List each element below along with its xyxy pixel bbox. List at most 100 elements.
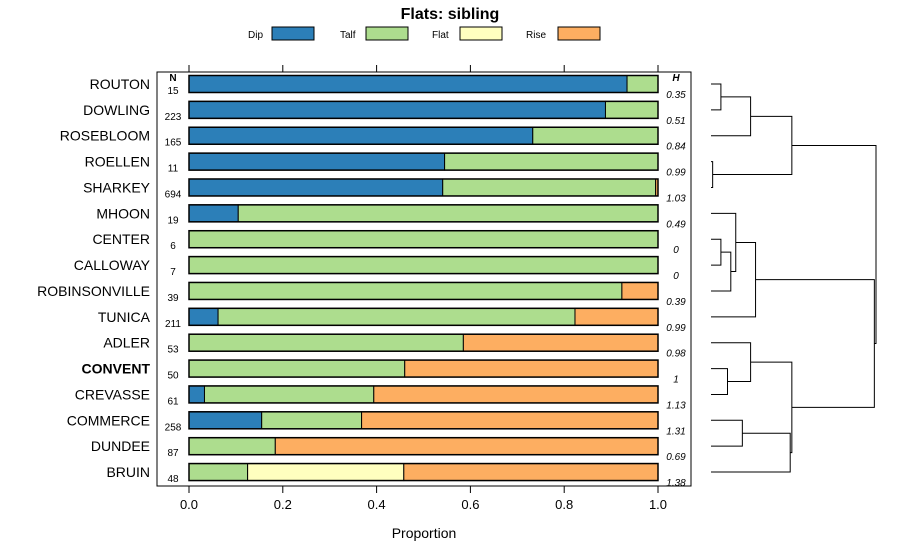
- dendrogram-link: [750, 361, 793, 454]
- x-tick-label: 0.0: [180, 497, 198, 512]
- bar-segment-sharkey-dip: [188, 178, 444, 197]
- bar-outline-rosebloom: [188, 126, 659, 145]
- row-label-tunica: TUNICA: [98, 309, 151, 325]
- n-value-convent: 50: [167, 371, 179, 382]
- row-label-sharkey: SHARKEY: [83, 179, 151, 195]
- dendrogram-link: [711, 238, 722, 266]
- bar-segment-routon-talf: [626, 75, 659, 93]
- row-label-dowling: DOWLING: [83, 102, 150, 118]
- n-value-bruin: 48: [167, 474, 179, 485]
- bar-segment-rosebloom-talf: [532, 126, 659, 145]
- n-value-center: 6: [170, 241, 176, 252]
- dendrogram-link: [711, 419, 743, 447]
- h-value-roellen: 0.99: [666, 168, 686, 179]
- dendrogram-link: [755, 279, 875, 408]
- bar-rows: ROUTON 15 0.35 DOWLING 223 0.51 ROSEBLOOM 165 0.…: [37, 74, 686, 489]
- h-value-mhoon: 0.49: [666, 219, 686, 230]
- bar-outline-commerce: [188, 411, 659, 430]
- bar-outline-calloway: [188, 255, 659, 275]
- bar-outline-dowling: [188, 100, 659, 120]
- bar-segment-adler-talf: [188, 333, 464, 352]
- h-value-tunica: 0.99: [666, 323, 686, 334]
- h-value-routon: 0.35: [666, 90, 686, 101]
- bar-outline-routon: [188, 74, 659, 94]
- legend-swatch-rise: [557, 26, 601, 41]
- x-tick-label: 0.8: [555, 497, 573, 512]
- row-label-robinsonville: ROBINSONVILLE: [37, 283, 150, 299]
- bar-segment-crevasse-dip: [188, 385, 205, 404]
- dendrogram-link: [711, 342, 752, 383]
- dendrogram-link: [711, 83, 722, 111]
- legend: Dip Talf Flat Rise: [248, 26, 601, 41]
- bar-segment-roellen-talf: [444, 152, 659, 171]
- bar-segment-robinsonville-talf: [188, 281, 623, 300]
- n-value-calloway: 7: [170, 267, 176, 278]
- legend-swatch-talf: [365, 26, 409, 41]
- bar-segment-commerce-dip: [188, 411, 263, 430]
- bar-segment-bruin-rise: [403, 463, 659, 482]
- row-label-center: CENTER: [92, 231, 150, 247]
- legend-label-flat: Flat: [432, 30, 449, 41]
- row-label-roellen: ROELLEN: [85, 154, 150, 170]
- bar-segment-robinsonville-rise: [621, 281, 659, 300]
- dendrogram-link: [711, 368, 728, 395]
- row-label-adler: ADLER: [103, 335, 150, 351]
- dendrogram-link: [791, 144, 877, 345]
- x-tick-label: 1.0: [649, 497, 667, 512]
- row-label-rosebloom: ROSEBLOOM: [60, 128, 150, 144]
- bar-segment-bruin-talf: [188, 463, 249, 482]
- bar-outline-roellen: [188, 152, 659, 171]
- bar-segment-rosebloom-dip: [188, 126, 534, 145]
- bar-outline-convent: [188, 359, 659, 378]
- bar-segment-dundee-rise: [274, 437, 659, 456]
- h-value-rosebloom: 0.84: [666, 142, 686, 153]
- bar-segment-roellen-dip: [188, 152, 446, 171]
- row-label-bruin: BRUIN: [106, 464, 150, 480]
- bar-segment-adler-rise: [462, 333, 659, 352]
- n-value-routon: 15: [167, 86, 179, 97]
- row-label-convent: CONVENT: [82, 361, 151, 377]
- bar-outline-bruin: [188, 462, 659, 482]
- dendrogram-link: [711, 212, 737, 273]
- dendrogram-link: [711, 161, 714, 188]
- row-label-crevasse: CREVASSE: [75, 386, 150, 402]
- x-tick-label: 0.4: [368, 497, 386, 512]
- row-label-routon: ROUTON: [90, 76, 150, 92]
- bar-segment-center-talf: [188, 230, 659, 249]
- h-value-commerce: 1.31: [666, 426, 685, 437]
- h-value-crevasse: 1.13: [666, 400, 686, 411]
- bar-outline-dundee: [188, 436, 659, 456]
- h-value-adler: 0.98: [666, 349, 686, 360]
- dendrogram-link: [711, 241, 757, 318]
- x-tick-label: 0.2: [274, 497, 292, 512]
- n-value-dundee: 87: [167, 448, 179, 459]
- dendrogram: [711, 83, 877, 473]
- bar-segment-dowling-dip: [188, 100, 606, 119]
- legend-label-dip: Dip: [248, 30, 263, 41]
- bar-segment-commerce-talf: [261, 411, 363, 430]
- row-label-dundee: DUNDEE: [91, 438, 150, 454]
- n-value-crevasse: 61: [167, 396, 179, 407]
- bar-segment-convent-rise: [404, 359, 659, 378]
- n-value-commerce: 258: [165, 422, 182, 433]
- n-value-tunica: 211: [165, 319, 181, 330]
- bar-segment-sharkey-talf: [442, 178, 657, 197]
- h-value-calloway: 0: [673, 271, 679, 282]
- legend-swatch-flat: [459, 26, 503, 41]
- bar-segment-crevasse-rise: [373, 385, 659, 404]
- bar-segment-tunica-dip: [188, 307, 219, 326]
- bar-segment-convent-talf: [188, 359, 406, 378]
- bar-segment-mhoon-dip: [188, 204, 239, 223]
- h-value-bruin: 1.38: [666, 478, 686, 489]
- x-tick-label: 0.6: [461, 497, 479, 512]
- n-header: N: [169, 73, 176, 84]
- n-value-adler: 53: [167, 345, 179, 356]
- chart-title: Flats: sibling: [401, 6, 500, 23]
- bar-outline-robinsonville: [188, 281, 659, 301]
- row-label-commerce: COMMERCE: [67, 412, 150, 428]
- legend-label-talf: Talf: [340, 30, 356, 41]
- bar-outline-adler: [188, 333, 659, 352]
- bar-segment-bruin-flat: [247, 463, 405, 482]
- h-header: H: [672, 73, 680, 84]
